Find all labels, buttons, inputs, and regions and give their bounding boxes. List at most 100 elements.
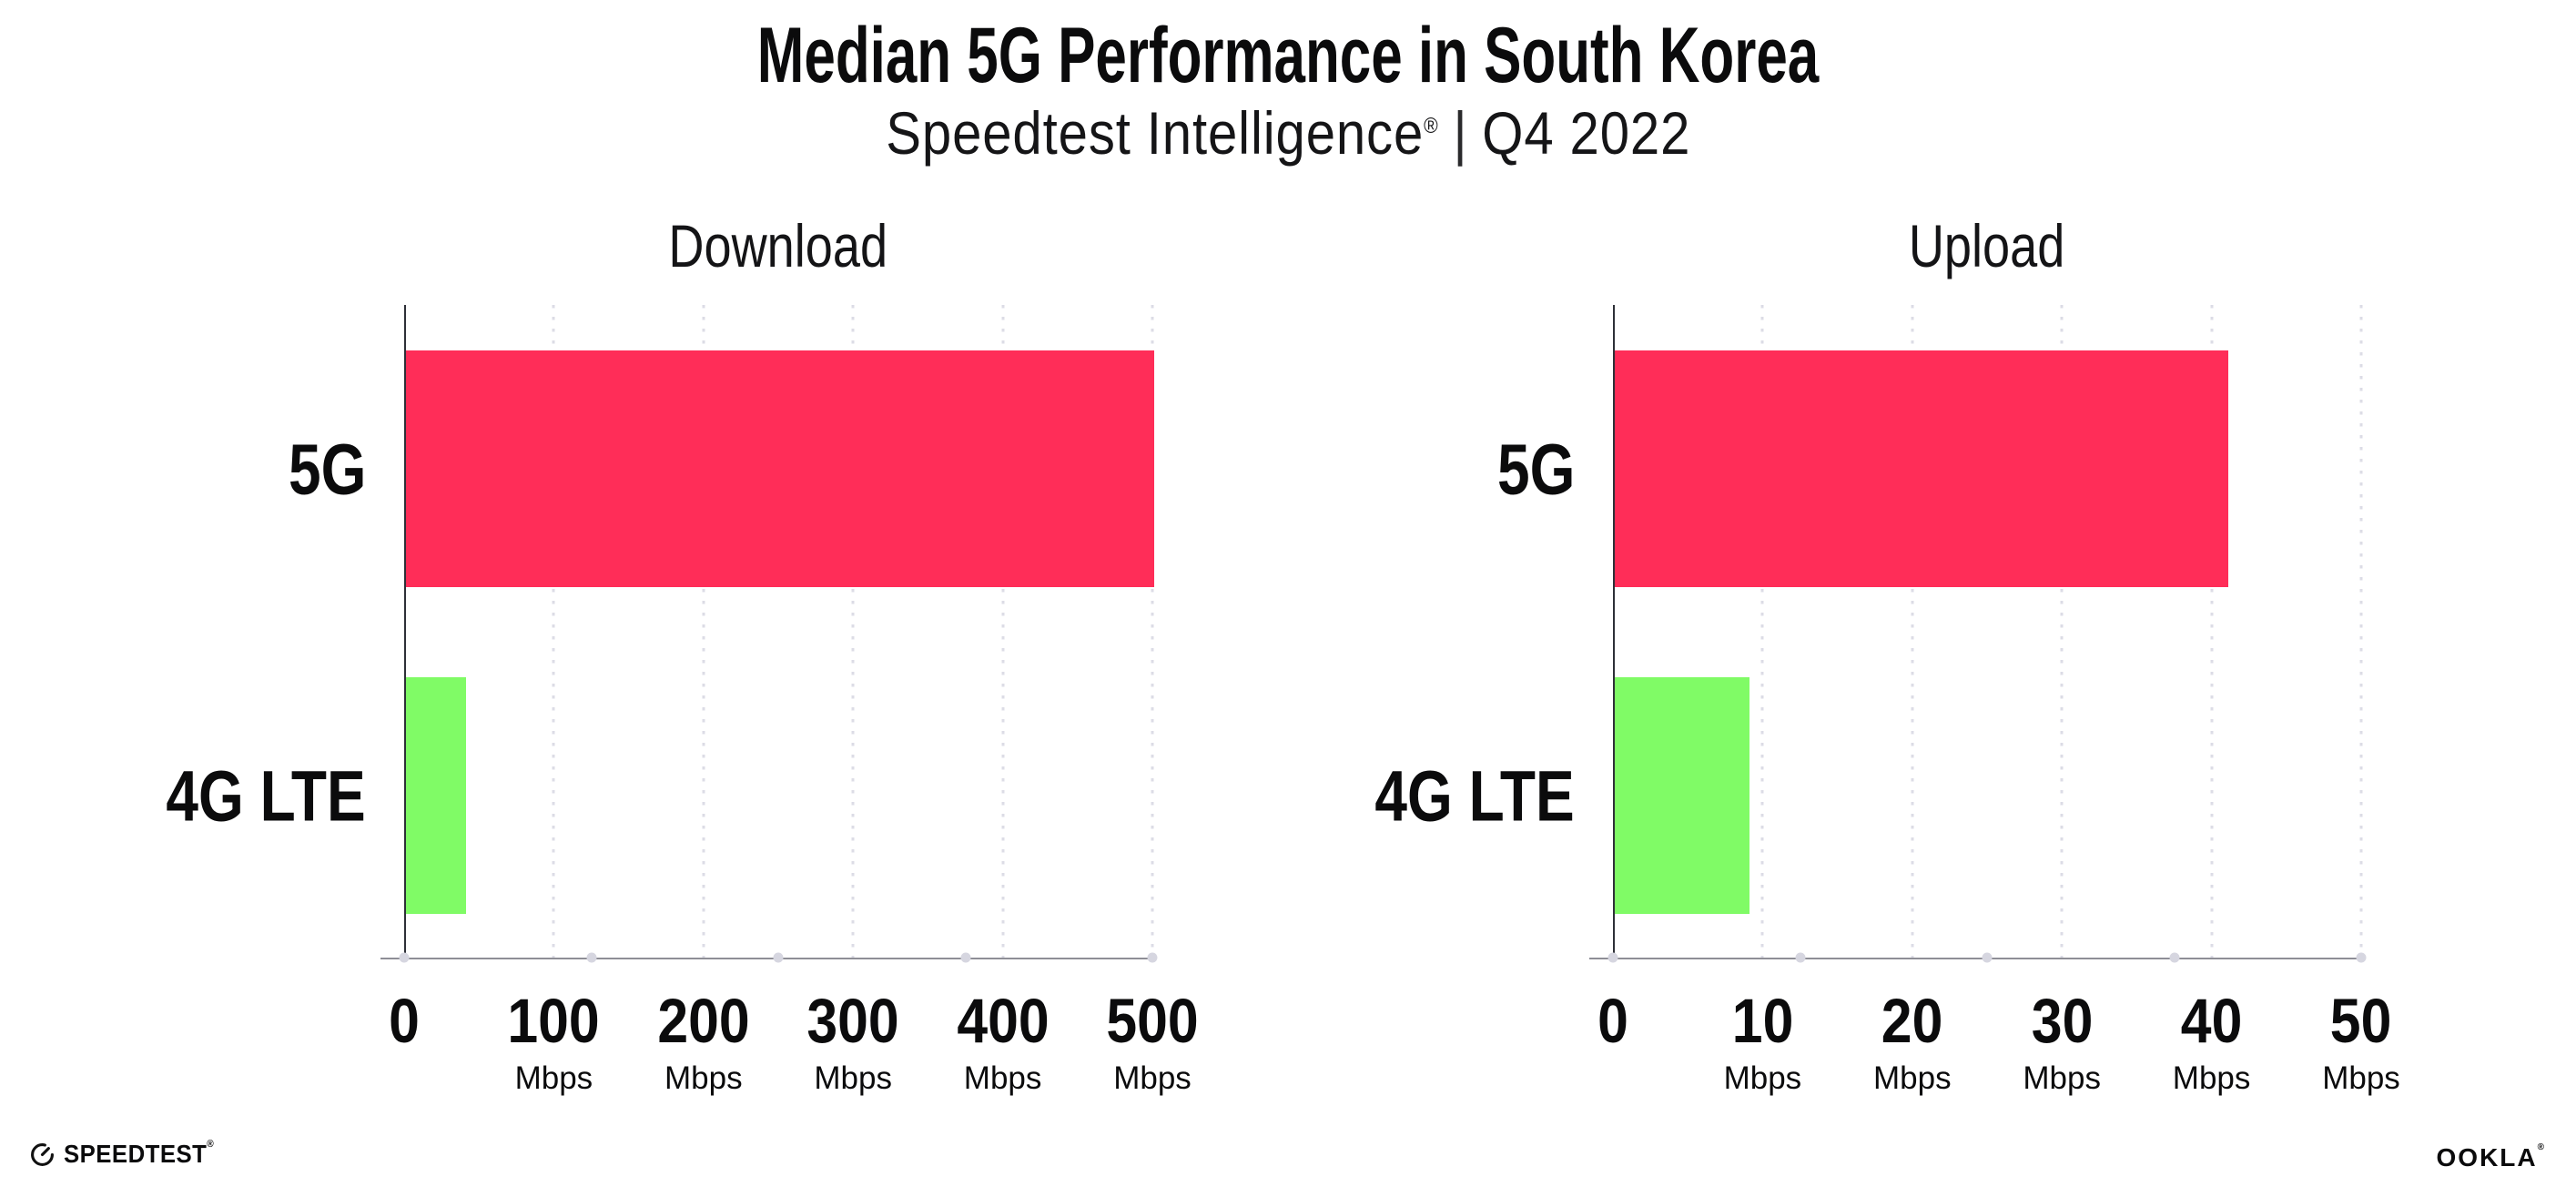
bar-5g-download xyxy=(406,350,1154,587)
ookla-wordmark-text: OOKLA xyxy=(2436,1143,2538,1172)
x-axis-line xyxy=(1589,958,2361,959)
upload-chart: Upload 5G 4G LTE 0 10 Mbps 20 Mbps 30 Mbps 40 Mbps 5… xyxy=(1375,216,2400,1094)
x-tick-unit: Mbps xyxy=(2322,1060,2400,1097)
gridline-500-mbps xyxy=(1151,305,1154,959)
bar-4g-lte-download xyxy=(406,676,466,914)
ookla-logo: OOKLA® xyxy=(2437,1143,2546,1172)
x-tick-value: 400 xyxy=(950,986,1055,1056)
x-tick-0-download: 0 xyxy=(387,986,421,1056)
x-tick-unit: Mbps xyxy=(1723,1060,1802,1097)
x-tick-value-text: 20 xyxy=(1881,986,1943,1056)
x-tick-value: 200 xyxy=(651,986,756,1056)
chart-title-upload: Upload xyxy=(1613,216,2361,276)
axis-marker-dot xyxy=(2169,952,2179,963)
y-axis-line xyxy=(404,305,406,959)
axis-marker-dot xyxy=(1607,952,1618,963)
ookla-registered-mark: ® xyxy=(2537,1142,2546,1152)
gridline-200-mbps xyxy=(702,305,705,959)
x-tick-30-upload: 30 Mbps xyxy=(2023,986,2101,1094)
page-title: Median 5G Performance in South Korea xyxy=(0,12,2576,99)
gridline-300-mbps xyxy=(851,305,855,959)
gridline-40-mbps xyxy=(2210,305,2214,959)
chart-title-download: Download xyxy=(404,216,1152,276)
x-tick-unit: Mbps xyxy=(963,1060,1042,1097)
x-tick-unit: Mbps xyxy=(2172,1060,2251,1097)
y-axis-line xyxy=(1613,305,1615,959)
x-tick-value-text: 400 xyxy=(956,986,1050,1056)
category-label-4g-lte: 4G LTE xyxy=(1374,755,1575,836)
x-tick-value: 300 xyxy=(801,986,906,1056)
x-tick-value: 40 xyxy=(2173,986,2251,1056)
x-tick-unit: Mbps xyxy=(2023,1060,2101,1097)
x-tick-value: 0 xyxy=(1596,986,1630,1056)
gridline-100-mbps xyxy=(552,305,555,959)
gridline-30-mbps xyxy=(2060,305,2064,959)
x-tick-unit: Mbps xyxy=(664,1060,743,1097)
axis-marker-dot xyxy=(960,952,970,963)
x-tick-value-text: 50 xyxy=(2330,986,2392,1056)
axis-marker-dot xyxy=(2356,952,2367,963)
x-axis-line xyxy=(380,958,1152,959)
x-tick-400-download: 400 Mbps xyxy=(950,986,1055,1094)
x-tick-value: 10 xyxy=(1724,986,1802,1056)
axis-marker-dot xyxy=(1147,952,1158,963)
speedtest-wordmark: SPEEDTEST® xyxy=(64,1140,214,1169)
x-tick-unit: Mbps xyxy=(514,1060,593,1097)
category-label-5g: 5G xyxy=(288,428,366,509)
x-tick-200-download: 200 Mbps xyxy=(651,986,756,1094)
x-tick-value: 100 xyxy=(502,986,606,1056)
x-tick-40-upload: 40 Mbps xyxy=(2173,986,2251,1094)
x-tick-value-text: 200 xyxy=(657,986,750,1056)
subtitle-brand: Speedtest Intelligence xyxy=(886,99,1424,167)
subtitle-period: Q4 2022 xyxy=(1482,99,1690,167)
x-tick-value-text: 40 xyxy=(2180,986,2243,1056)
axis-marker-dot xyxy=(1982,952,1993,963)
axis-marker-dot xyxy=(1795,952,1805,963)
gridline-400-mbps xyxy=(1001,305,1005,959)
speedtest-wordmark-text: SPEEDTEST xyxy=(64,1140,208,1168)
x-tick-value: 30 xyxy=(2023,986,2101,1056)
chart-title-upload-text: Upload xyxy=(1909,212,2065,279)
x-tick-value-text: 0 xyxy=(389,986,420,1056)
x-tick-0-upload: 0 xyxy=(1596,986,1630,1056)
x-tick-value: 20 xyxy=(1873,986,1952,1056)
x-tick-300-download: 300 Mbps xyxy=(801,986,906,1094)
x-tick-value: 0 xyxy=(387,986,421,1056)
axis-marker-dot xyxy=(773,952,784,963)
x-tick-value-text: 0 xyxy=(1597,986,1628,1056)
registered-mark-icon: ® xyxy=(1423,114,1439,138)
x-tick-20-upload: 20 Mbps xyxy=(1873,986,1952,1094)
x-tick-value: 500 xyxy=(1100,986,1204,1056)
download-chart: Download 5G 4G LTE 0 100 Mbps 200 Mbps 300 Mbps 40… xyxy=(167,216,1199,1094)
x-tick-value-text: 30 xyxy=(2031,986,2093,1056)
category-label-5g: 5G xyxy=(1496,428,1575,509)
chart-title-download-text: Download xyxy=(668,212,888,279)
bar-5g-upload xyxy=(1615,350,2229,587)
page-subtitle-text: Speedtest Intelligence® | Q4 2022 xyxy=(886,100,1690,167)
page-title-text: Median 5G Performance in South Korea xyxy=(756,12,1820,99)
x-tick-value-text: 100 xyxy=(507,986,601,1056)
gridline-50-mbps xyxy=(2359,305,2363,959)
x-tick-50-upload: 50 Mbps xyxy=(2322,986,2400,1094)
axis-marker-dot xyxy=(586,952,596,963)
x-tick-value-text: 300 xyxy=(806,986,899,1056)
gridline-10-mbps xyxy=(1760,305,1764,959)
category-label-4g-lte: 4G LTE xyxy=(166,755,366,836)
axis-marker-dot xyxy=(399,952,410,963)
gridline-20-mbps xyxy=(1911,305,1914,959)
x-tick-value: 50 xyxy=(2322,986,2400,1056)
x-tick-500-download: 500 Mbps xyxy=(1100,986,1204,1094)
page-subtitle: Speedtest Intelligence® | Q4 2022 xyxy=(0,100,2576,167)
speedtest-logo: SPEEDTEST® xyxy=(30,1140,228,1169)
x-tick-100-download: 100 Mbps xyxy=(502,986,606,1094)
x-tick-unit: Mbps xyxy=(814,1060,892,1097)
subtitle-separator: | xyxy=(1453,99,1468,167)
x-tick-unit: Mbps xyxy=(1873,1060,1952,1097)
bar-4g-lte-upload xyxy=(1615,676,1749,914)
speedtest-registered-mark: ® xyxy=(207,1139,215,1150)
speedtest-gauge-icon xyxy=(31,1142,54,1166)
x-tick-unit: Mbps xyxy=(1113,1060,1192,1097)
x-tick-value-text: 500 xyxy=(1106,986,1199,1056)
x-tick-value-text: 10 xyxy=(1731,986,1794,1056)
